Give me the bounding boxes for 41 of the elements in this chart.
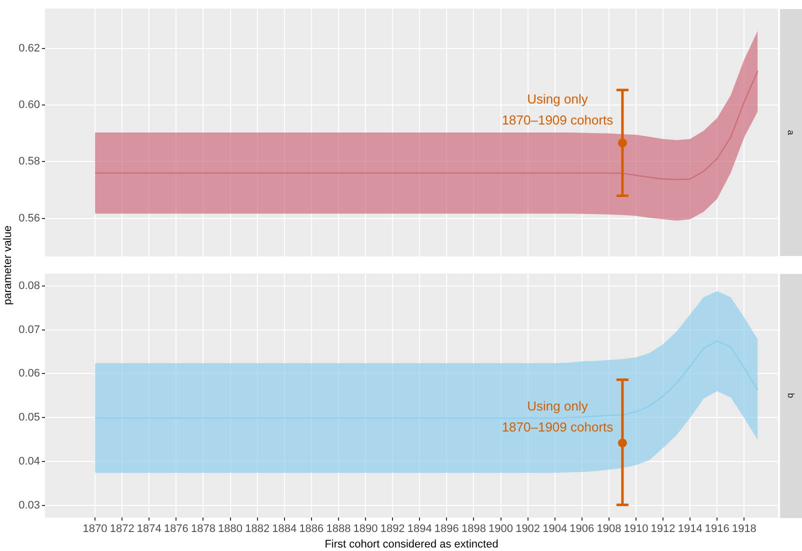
x-tick-label: 1910: [624, 523, 648, 536]
x-tick-label: 1870: [82, 523, 108, 536]
x-tick-label: 1918: [732, 523, 756, 536]
y-tick-label: 0.08: [18, 280, 40, 292]
x-tick-label: 1896: [434, 523, 459, 536]
annotation: Using only 1870–1909 cohorts: [502, 398, 614, 435]
x-tick-label: 1872: [110, 523, 134, 536]
x-tick-label: 1892: [380, 523, 405, 536]
y-tick-label: 0.04: [18, 455, 40, 468]
annotation: Using only 1870–1909 cohorts: [502, 92, 614, 128]
y-tick-label: 0.05: [18, 412, 40, 424]
y-tick-label: 0.62: [18, 42, 40, 54]
x-tick-label: 1880: [218, 523, 243, 536]
x-tick-label: 1876: [164, 523, 188, 536]
x-tick-label: 1916: [704, 523, 730, 536]
y-tick-label: 0.06: [18, 368, 40, 380]
x-tick-label: 1882: [245, 523, 270, 536]
y-tick-label: 0.56: [18, 212, 40, 224]
x-tick-label: 1900: [488, 523, 513, 536]
text: b: [786, 393, 796, 398]
text: a: [786, 130, 796, 135]
x-tick-label: 1890: [353, 523, 378, 536]
x-tick-label: 1902: [516, 523, 540, 536]
x-tick-label: 1894: [407, 523, 432, 536]
x-tick-label: 1878: [190, 523, 216, 536]
y-tick-label: 0.60: [18, 99, 40, 112]
x-tick-label: 1914: [678, 523, 702, 536]
y-axis-title: parameter value: [2, 224, 15, 307]
x-axis-title: First cohort considered as extincted: [324, 538, 498, 550]
x-tick-label: 1874: [136, 523, 162, 536]
x-tick-label: 1888: [326, 523, 351, 536]
x-tick-label: 1886: [299, 523, 324, 536]
x-tick-label: 1906: [570, 523, 594, 536]
y-tick-label: 0.07: [18, 324, 40, 336]
y-tick-label: 0.58: [18, 156, 40, 168]
x-tick-label: 1898: [461, 523, 486, 536]
y-tick-label: 0.03: [18, 499, 40, 512]
x-tick-label: 1912: [650, 523, 676, 536]
x-tick-label: 1908: [596, 523, 622, 536]
x-tick-label: 1904: [542, 523, 568, 536]
x-tick-label: 1884: [272, 523, 297, 536]
